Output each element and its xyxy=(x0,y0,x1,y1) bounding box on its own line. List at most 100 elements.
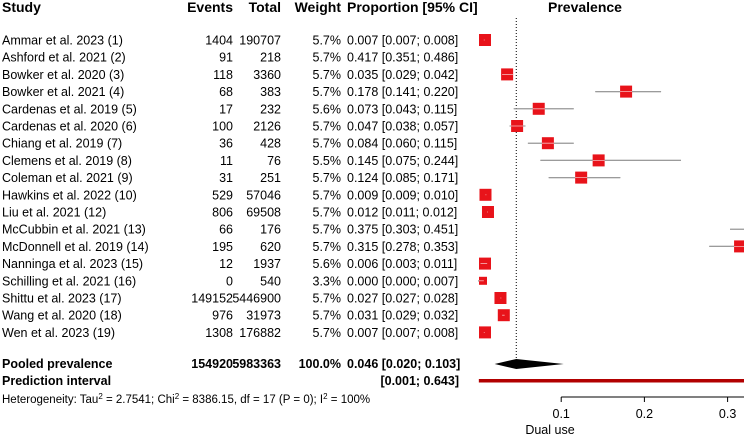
weight-box xyxy=(479,326,491,339)
table-row: Hawkins et al. 2022 (10) 529 57046 5.7% 0.00… xyxy=(2,188,458,202)
pooled-total: 5983363 xyxy=(232,357,281,371)
proportion-ci-value: 0.084 [0.060; 0.115] xyxy=(347,137,457,151)
study-mark xyxy=(494,292,507,304)
events-value: 195 xyxy=(212,240,233,254)
weight-box xyxy=(479,34,491,46)
table-row: Cardenas et al. 2020 (6) 100 2126 5.7% 0.047… xyxy=(2,120,458,134)
pooled-events: 154920 xyxy=(191,357,233,371)
prediction-ci: [0.001; 0.643] xyxy=(380,374,459,388)
total-value: 2126 xyxy=(253,120,281,134)
proportion-ci-value: 0.027 [0.027; 0.028] xyxy=(347,292,458,306)
x-axis: 0.10.20.30.40.5 xyxy=(553,396,744,421)
table-row: Schilling et al. 2021 (16) 0 540 3.3% 0.000 … xyxy=(2,274,458,288)
header-proportion: Proportion [95% CI] xyxy=(347,0,478,15)
total-value: 3360 xyxy=(253,68,281,82)
study-name: McCubbin et al. 2021 (13) xyxy=(2,223,146,237)
study-mark xyxy=(479,34,491,46)
weight-value: 5.7% xyxy=(313,309,342,323)
x-tick-label: 0.2 xyxy=(636,407,653,421)
proportion-ci-value: 0.007 [0.007; 0.008] xyxy=(347,34,458,48)
header-events: Events xyxy=(187,0,233,15)
weight-value: 5.7% xyxy=(313,326,342,340)
table-row: Wang et al. 2020 (18) 976 31973 5.7% 0.031 [… xyxy=(2,309,458,323)
table-row: Liu et al. 2021 (12) 806 69508 5.7% 0.012 [0… xyxy=(2,206,457,220)
table-row: Bowker et al. 2020 (3) 118 3360 5.7% 0.035 [… xyxy=(2,68,458,82)
total-value: 69508 xyxy=(246,206,281,220)
proportion-ci-value: 0.035 [0.029; 0.042] xyxy=(347,68,458,82)
total-value: 232 xyxy=(260,102,281,116)
table-row: Cardenas et al. 2019 (5) 17 232 5.6% 0.073 [… xyxy=(2,102,457,116)
events-value: 976 xyxy=(212,309,233,323)
proportion-ci-value: 0.178 [0.141; 0.220] xyxy=(347,85,458,99)
total-value: 31973 xyxy=(246,309,281,323)
study-mark xyxy=(501,68,514,81)
weight-value: 5.7% xyxy=(313,51,342,65)
table-row: Chiang et al. 2019 (7) 36 428 5.7% 0.084 [0.… xyxy=(2,137,457,151)
study-name: Nanninga et al. 2023 (15) xyxy=(2,257,143,271)
study-mark xyxy=(479,326,491,339)
events-value: 12 xyxy=(219,257,233,271)
table-row: Clemens et al. 2019 (8) 11 76 5.5% 0.145 [0.… xyxy=(2,154,458,168)
total-value: 383 xyxy=(260,85,281,99)
table-row: Ammar et al. 2023 (1) 1404 190707 5.7% 0.007… xyxy=(2,34,458,48)
total-value: 428 xyxy=(260,137,281,151)
total-value: 190707 xyxy=(239,34,281,48)
total-value: 5446900 xyxy=(232,292,281,306)
study-name: Hawkins et al. 2022 (10) xyxy=(2,188,137,202)
total-value: 176882 xyxy=(239,326,281,340)
events-value: 149152 xyxy=(191,292,233,306)
total-value: 76 xyxy=(267,154,281,168)
study-name: McDonnell et al. 2019 (14) xyxy=(2,240,149,254)
total-value: 57046 xyxy=(246,188,281,202)
pooled-ci: 0.046 [0.020; 0.103] xyxy=(347,357,460,371)
events-value: 0 xyxy=(226,274,233,288)
weight-value: 3.3% xyxy=(313,274,342,288)
study-mark xyxy=(595,85,662,98)
study-name: Bowker et al. 2021 (4) xyxy=(2,85,124,99)
events-value: 31 xyxy=(219,171,233,185)
pooled-diamond xyxy=(494,359,564,369)
plot-marks xyxy=(478,18,744,383)
total-value: 176 xyxy=(260,223,281,237)
weight-value: 5.7% xyxy=(313,188,342,202)
heterogeneity-text: Heterogeneity: Tau2 = 2.7541; Chi2 = 838… xyxy=(2,392,370,407)
study-mark xyxy=(481,206,494,218)
proportion-ci-value: 0.009 [0.009; 0.010] xyxy=(347,188,458,202)
proportion-ci-value: 0.315 [0.278; 0.353] xyxy=(347,240,458,254)
weight-value: 5.7% xyxy=(313,206,342,220)
proportion-ci-value: 0.007 [0.007; 0.008] xyxy=(347,326,458,340)
weight-value: 5.7% xyxy=(313,68,342,82)
pooled-weight: 100.0% xyxy=(299,357,341,371)
weight-value: 5.7% xyxy=(313,240,342,254)
total-value: 1937 xyxy=(253,257,281,271)
weight-value: 5.6% xyxy=(313,102,342,116)
table-row: Shittu et al. 2023 (17) 149152 5446900 5.7%… xyxy=(2,292,458,306)
events-value: 1404 xyxy=(205,34,233,48)
total-value: 540 xyxy=(260,274,281,288)
weight-value: 5.7% xyxy=(313,85,342,99)
header-study: Study xyxy=(2,0,41,15)
events-value: 100 xyxy=(212,120,233,134)
study-mark xyxy=(509,120,526,132)
table-row: Wen et al. 2023 (19) 1308 176882 5.7% 0.007 … xyxy=(2,326,458,340)
proportion-ci-value: 0.417 [0.351; 0.486] xyxy=(347,51,458,65)
x-tick-label: 0.1 xyxy=(553,407,570,421)
study-name: Shittu et al. 2023 (17) xyxy=(2,292,122,306)
study-name: Ashford et al. 2021 (2) xyxy=(2,51,126,65)
proportion-ci-value: 0.000 [0.000; 0.007] xyxy=(347,274,458,288)
table-row: Bowker et al. 2021 (4) 68 383 5.7% 0.178 [0.… xyxy=(2,85,458,99)
prediction-interval-band xyxy=(478,379,744,383)
header-total: Total xyxy=(249,0,281,15)
study-name: Cardenas et al. 2019 (5) xyxy=(2,102,137,116)
study-mark xyxy=(478,276,487,285)
total-value: 218 xyxy=(260,51,281,65)
total-value: 620 xyxy=(260,240,281,254)
study-name: Chiang et al. 2019 (7) xyxy=(2,137,122,151)
study-mark xyxy=(479,188,492,201)
study-mark xyxy=(497,309,510,322)
study-name: Wang et al. 2020 (18) xyxy=(2,309,122,323)
total-value: 251 xyxy=(260,171,281,185)
study-name: Ammar et al. 2023 (1) xyxy=(2,34,123,48)
study-mark xyxy=(709,240,744,253)
